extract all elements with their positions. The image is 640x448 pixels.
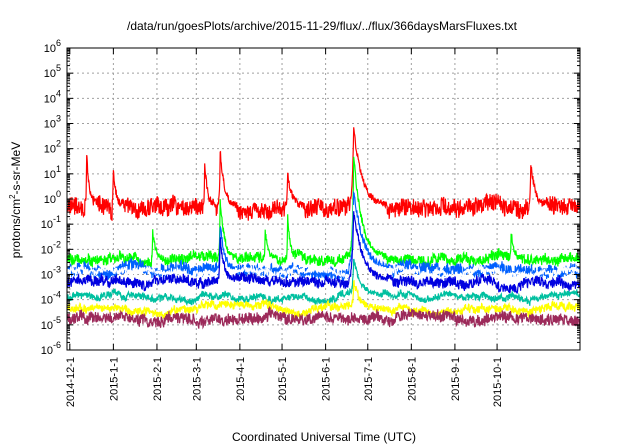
y-tick-label: 101: [44, 164, 61, 181]
y-tick-label: 10-3: [41, 265, 61, 282]
chart-title: /data/run/goesPlots/archive/2015-11-29/f…: [127, 19, 518, 33]
y-label-rest: -s-sr-MeV: [9, 142, 23, 195]
y-tick-label: 10-2: [41, 239, 61, 256]
y-tick-label: 105: [44, 63, 61, 80]
ticks: 10-6 10-5 10-4 10-3 10-2 10-1 100 101 102 103 104 1…: [41, 38, 580, 407]
x-tick-label: 2015-1-1: [108, 357, 120, 401]
grid: [67, 48, 580, 350]
x-tick-label: 2015-3-1: [191, 357, 203, 401]
x-tick-label: 2015-7-1: [363, 357, 375, 401]
y-tick-label: 10-4: [41, 290, 61, 307]
x-tick-label: 2015-9-1: [450, 357, 462, 401]
y-axis-label: protons/cm2-s-sr-MeV: [8, 142, 23, 258]
x-tick-label: 2015-2-1: [152, 357, 164, 401]
y-label-sup: 2: [8, 194, 17, 199]
x-tick-label: 2015-5-1: [277, 357, 289, 401]
y-tick-label: 10-1: [41, 214, 61, 231]
series-line-2: [66, 156, 581, 269]
y-tick-label: 10-6: [41, 340, 61, 357]
x-tick-label: 2014-12-1: [65, 357, 77, 407]
x-tick-label: 2015-8-1: [406, 357, 418, 401]
x-tick-label: 2015-4-1: [235, 357, 247, 401]
y-tick-label: 104: [44, 88, 61, 105]
series-line-1: [66, 127, 581, 222]
y-tick-label: 102: [44, 139, 61, 156]
y-label-base: protons/cm: [9, 199, 23, 258]
y-tick-label: 106: [44, 38, 61, 55]
series-line-4: [66, 204, 581, 282]
series-line-8: [66, 305, 581, 330]
series-line-5: [66, 211, 581, 294]
x-tick-label: 2015-6-1: [321, 357, 333, 401]
series-group: [66, 127, 581, 330]
x-axis-label: Coordinated Universal Time (UTC): [232, 430, 416, 444]
series-line-7: [66, 279, 581, 321]
y-tick-label: 103: [44, 114, 61, 131]
y-tick-label: 10-5: [41, 315, 61, 332]
x-tick-label: 2015-10-1: [492, 357, 504, 407]
series-line-6: [66, 258, 581, 307]
y-tick-label: 100: [44, 189, 61, 206]
